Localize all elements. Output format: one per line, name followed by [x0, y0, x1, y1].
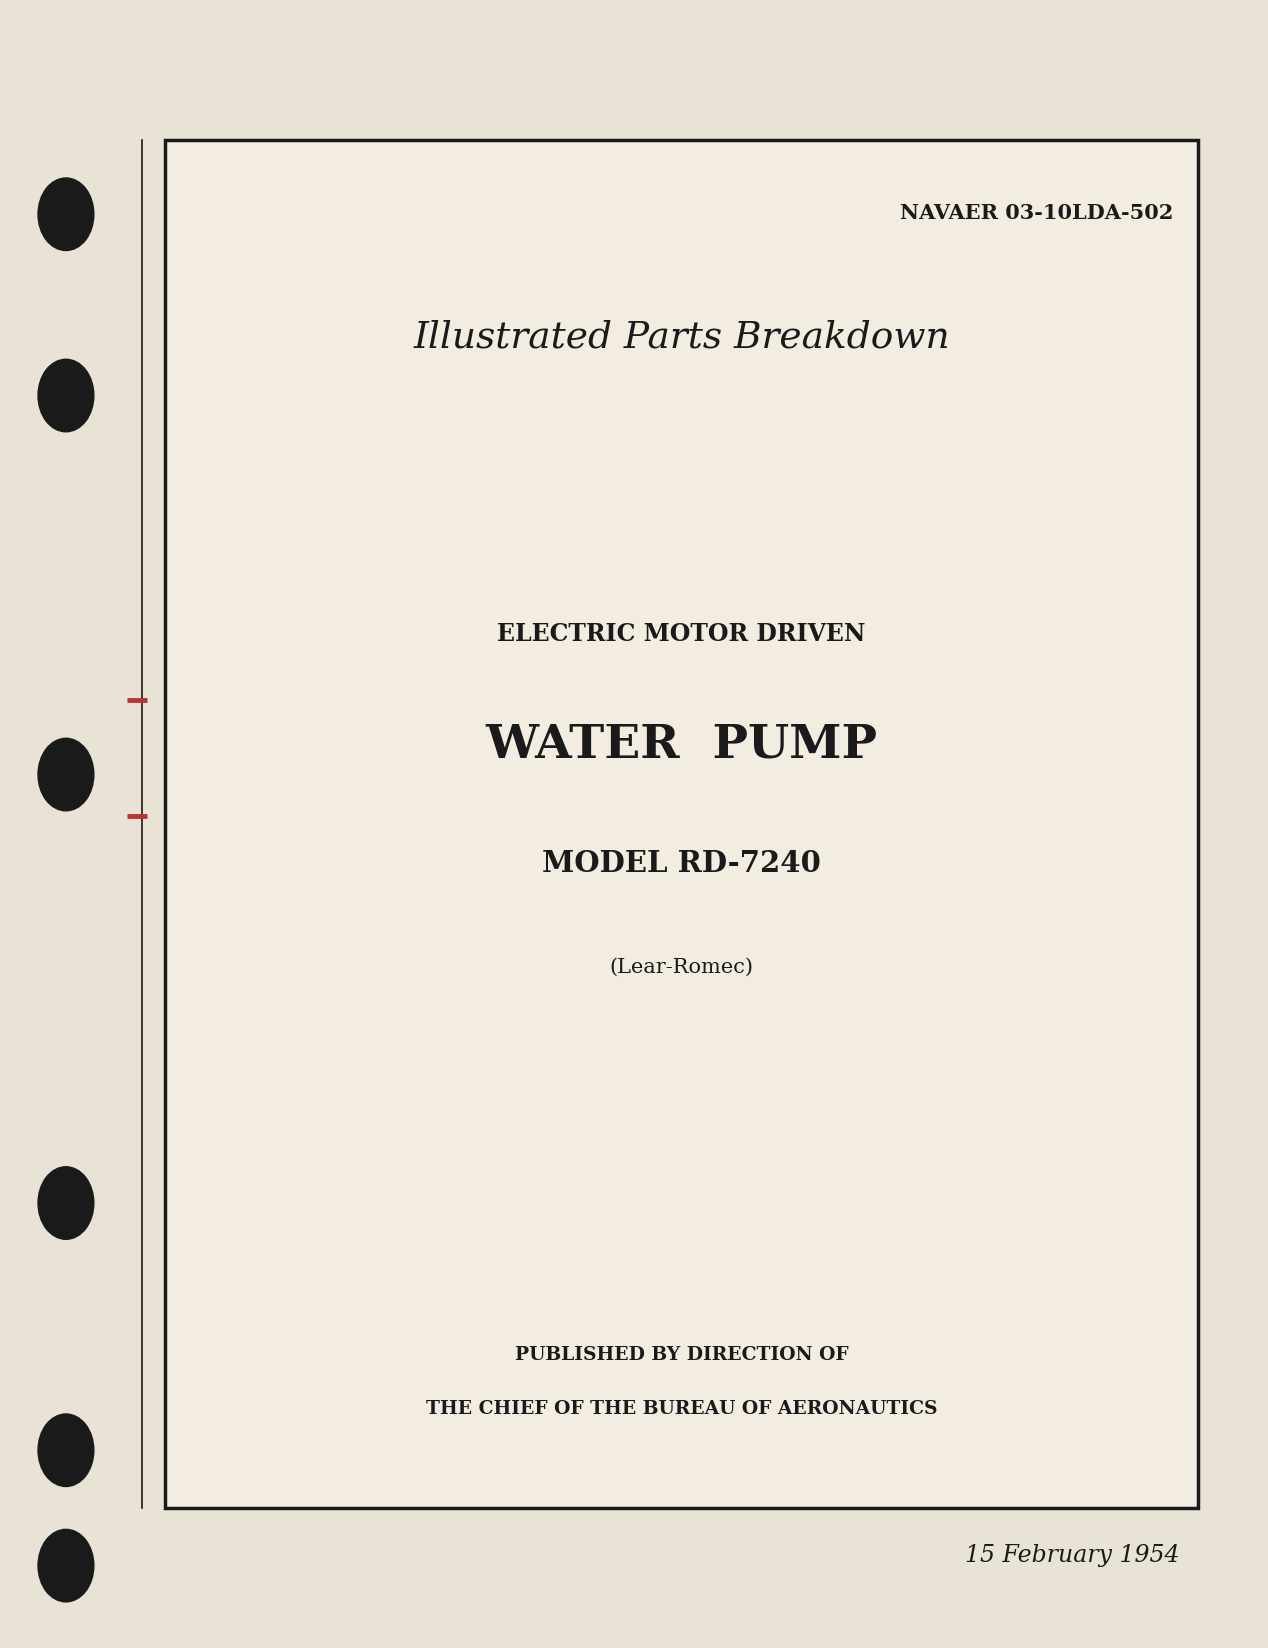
Text: (Lear-Romec): (Lear-Romec)	[610, 957, 753, 977]
Text: 15 February 1954: 15 February 1954	[965, 1544, 1179, 1567]
Circle shape	[38, 359, 94, 432]
Text: THE CHIEF OF THE BUREAU OF AERONAUTICS: THE CHIEF OF THE BUREAU OF AERONAUTICS	[426, 1401, 937, 1417]
Bar	[165, 140, 1198, 1508]
Text: ELECTRIC MOTOR DRIVEN: ELECTRIC MOTOR DRIVEN	[497, 623, 866, 646]
Circle shape	[38, 738, 94, 811]
Text: WATER  PUMP: WATER PUMP	[486, 722, 877, 768]
Text: NAVAER 03-10LDA-502: NAVAER 03-10LDA-502	[899, 203, 1173, 222]
Text: Illustrated Parts Breakdown: Illustrated Parts Breakdown	[413, 320, 950, 356]
Text: PUBLISHED BY DIRECTION OF: PUBLISHED BY DIRECTION OF	[515, 1346, 848, 1363]
Circle shape	[38, 1529, 94, 1602]
Circle shape	[38, 178, 94, 250]
Circle shape	[38, 1414, 94, 1486]
Text: MODEL RD-7240: MODEL RD-7240	[543, 849, 820, 878]
Circle shape	[38, 1167, 94, 1239]
